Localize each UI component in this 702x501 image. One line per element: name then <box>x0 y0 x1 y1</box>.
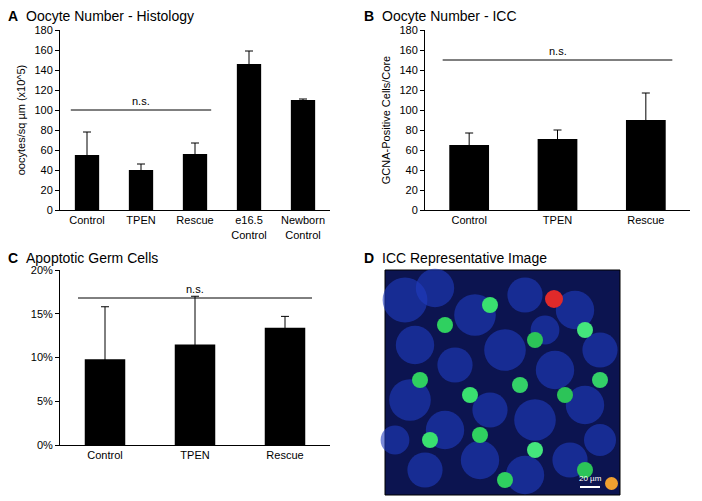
svg-text:Control: Control <box>87 449 122 461</box>
svg-text:A: A <box>8 8 18 24</box>
svg-text:40: 40 <box>41 164 53 176</box>
svg-text:n.s.: n.s. <box>549 45 567 57</box>
svg-text:TPEN: TPEN <box>126 214 155 226</box>
svg-text:oocytes/sq µm (x10^5): oocytes/sq µm (x10^5) <box>15 65 27 176</box>
svg-text:NewbornControl: NewbornControl <box>281 214 325 240</box>
svg-text:160: 160 <box>34 44 52 56</box>
svg-text:Rescue: Rescue <box>627 214 664 226</box>
svg-text:TPEN: TPEN <box>543 214 572 226</box>
svg-text:Control: Control <box>451 214 486 226</box>
svg-text:TPEN: TPEN <box>180 449 209 461</box>
svg-text:10%: 10% <box>31 351 53 363</box>
svg-text:20: 20 <box>406 184 418 196</box>
svg-text:160: 160 <box>399 44 417 56</box>
svg-text:D: D <box>364 250 374 266</box>
svg-text:180: 180 <box>399 24 417 36</box>
svg-text:140: 140 <box>34 64 52 76</box>
svg-text:Oocyte Number - ICC: Oocyte Number - ICC <box>382 8 517 24</box>
svg-text:B: B <box>364 8 374 24</box>
svg-text:Rescue: Rescue <box>176 214 213 226</box>
svg-text:140: 140 <box>399 64 417 76</box>
svg-text:120: 120 <box>34 84 52 96</box>
svg-text:n.s.: n.s. <box>186 283 204 295</box>
svg-text:80: 80 <box>406 124 418 136</box>
svg-text:100: 100 <box>399 104 417 116</box>
svg-text:GCNA-Positive Cells/Core: GCNA-Positive Cells/Core <box>380 56 392 184</box>
svg-text:0: 0 <box>412 204 418 216</box>
svg-text:60: 60 <box>41 144 53 156</box>
svg-text:180: 180 <box>34 24 52 36</box>
svg-text:0%: 0% <box>37 439 53 451</box>
svg-text:Oocyte Number - Histology: Oocyte Number - Histology <box>26 8 194 24</box>
svg-text:20 µm: 20 µm <box>579 474 602 483</box>
svg-text:80: 80 <box>41 124 53 136</box>
svg-text:40: 40 <box>406 164 418 176</box>
svg-text:Control: Control <box>69 214 104 226</box>
svg-text:ICC Representative Image: ICC Representative Image <box>382 250 547 266</box>
svg-text:20%: 20% <box>31 264 53 276</box>
svg-text:20: 20 <box>41 184 53 196</box>
svg-text:120: 120 <box>399 84 417 96</box>
svg-text:0: 0 <box>47 204 53 216</box>
svg-text:100: 100 <box>34 104 52 116</box>
svg-text:C: C <box>8 250 18 266</box>
svg-text:e16.5Control: e16.5Control <box>231 214 266 240</box>
svg-text:15%: 15% <box>31 308 53 320</box>
svg-text:5%: 5% <box>37 395 53 407</box>
svg-text:60: 60 <box>406 144 418 156</box>
svg-text:Apoptotic Germ Cells: Apoptotic Germ Cells <box>26 250 158 266</box>
svg-text:n.s.: n.s. <box>132 95 150 107</box>
svg-text:Rescue: Rescue <box>266 449 303 461</box>
